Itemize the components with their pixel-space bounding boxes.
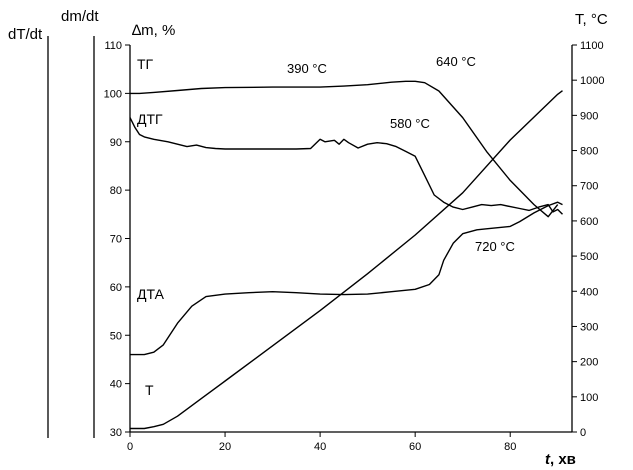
y-right-tick-label-1100: 1100 [580,40,604,52]
y-right-tick-label-800: 800 [580,146,598,158]
x-axis-symbol: t [545,451,551,468]
x-axis-unit: , хв [550,451,576,468]
dT-dt-axis-label: dT/dt [8,26,43,43]
temperature-axis-prefix: T, [575,11,591,28]
annotation-640: 640 °C [436,54,476,69]
y-right-tick-label-600: 600 [580,216,598,228]
curves [129,80,563,430]
x-axis-label: t, хв [545,451,576,468]
y-right-tick-label-1000: 1000 [580,75,604,87]
temperature-axis-unit: °C [591,11,608,28]
x-tick-label-20: 20 [219,441,231,453]
y-left-tick-label-70: 70 [110,234,122,246]
y-right-tick-label-0: 0 [580,427,586,439]
y-right-tick-label-900: 900 [580,110,598,122]
dm-dt-axis-label: dm/dt [61,8,99,25]
y-left-tick-label-50: 50 [110,330,122,342]
annotation-580: 580 °C [390,116,430,131]
series-label-t: T [145,382,154,398]
x-tick-label-40: 40 [314,441,326,453]
y-left-tick-label-100: 100 [104,88,122,100]
series-line-t [130,90,563,430]
y-left-tick-label-110: 110 [104,40,122,52]
y-left-tick-label-90: 90 [110,137,122,149]
y-right-tick-label-700: 700 [580,181,598,193]
y-left-tick-label-30: 30 [110,427,122,439]
annotation-720: 720 °C [475,239,515,254]
ticks: 0 20 40 60 803040506070809010011001002003004… [104,40,605,453]
temperature-axis-label: T, °C [575,11,608,28]
series-line-dtg [129,117,563,215]
y-left-tick-label-40: 40 [110,379,122,391]
y-right-tick-label-300: 300 [580,321,598,333]
y-left-tick-label-80: 80 [110,185,122,197]
series-line-tg [130,80,559,218]
series-label-dtg: ДТГ [137,111,163,127]
y-right-tick-label-100: 100 [580,392,598,404]
mass-axis-label: ∆m, % [132,22,175,39]
series-label-tg: ТГ [137,56,154,72]
y-right-tick-label-400: 400 [580,286,598,298]
x-tick-label-60: 60 [409,441,421,453]
annotation-390: 390 °C [287,61,327,76]
axis-lines [47,36,573,438]
x-tick-label-80: 80 [504,441,516,453]
series-label-dta: ДТА [137,286,165,302]
y-right-tick-label-200: 200 [580,357,598,369]
series-line-dta [130,201,563,356]
y-right-tick-label-500: 500 [580,251,598,263]
y-left-tick-label-60: 60 [110,282,122,294]
x-tick-label-0: 0 [127,441,133,453]
